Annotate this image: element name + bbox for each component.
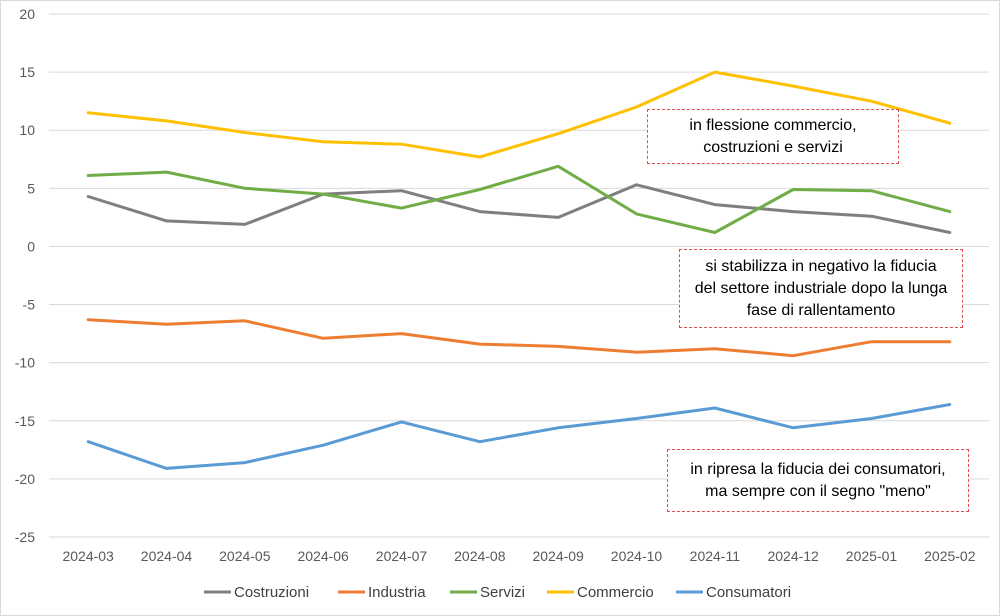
annotation-consumatori: in ripresa la fiducia dei consumatori, m… <box>667 449 969 512</box>
legend-label: Costruzioni <box>234 584 309 601</box>
annotation-commercio: in flessione commercio, costruzioni e se… <box>647 109 899 164</box>
y-tick-label: 15 <box>19 64 35 80</box>
legend-label: Industria <box>368 584 426 601</box>
series-line-servizi <box>86 164 952 234</box>
y-tick-label: 5 <box>27 180 35 196</box>
legend-label: Commercio <box>577 584 654 601</box>
legend: Costruzioni Industria Servizi Commercio Cons… <box>204 584 791 601</box>
x-tick-label: 2024-05 <box>219 548 271 564</box>
y-tick-label: -25 <box>15 529 35 545</box>
y-tick-label: -20 <box>15 471 35 487</box>
x-tick-label: 2025-02 <box>924 548 976 564</box>
annotation-industria: si stabilizza in negativo la fiducia del… <box>679 249 963 328</box>
x-tick-label: 2024-12 <box>767 548 819 564</box>
series-line-costruzioni <box>86 183 952 234</box>
y-tick-label: 0 <box>27 238 35 254</box>
x-axis-ticks: 2024-03 2024-04 2024-05 2024-06 2024-07 2024-… <box>62 548 975 564</box>
y-tick-label: -10 <box>15 355 35 371</box>
series-line-industria <box>86 318 952 358</box>
y-axis-ticks: 20 15 10 5 0 -5 -10 -15 -20 -25 <box>15 6 35 545</box>
series-lines <box>86 70 952 470</box>
x-tick-label: 2024-04 <box>141 548 193 564</box>
x-tick-label: 2024-07 <box>376 548 428 564</box>
x-tick-label: 2024-11 <box>690 548 741 564</box>
x-tick-label: 2024-03 <box>62 548 114 564</box>
y-tick-label: 10 <box>19 122 35 138</box>
y-tick-label: -15 <box>15 413 35 429</box>
y-tick-label: 20 <box>19 6 35 22</box>
x-tick-label: 2024-08 <box>454 548 506 564</box>
y-tick-label: -5 <box>23 297 36 313</box>
series-line-consumatori <box>86 403 952 470</box>
x-tick-label: 2024-10 <box>611 548 663 564</box>
legend-label: Servizi <box>480 584 525 601</box>
x-tick-label: 2024-09 <box>532 548 584 564</box>
legend-label: Consumatori <box>706 584 791 601</box>
x-tick-label: 2025-01 <box>846 548 898 564</box>
x-tick-label: 2024-06 <box>297 548 349 564</box>
series-line-commercio <box>86 70 952 159</box>
